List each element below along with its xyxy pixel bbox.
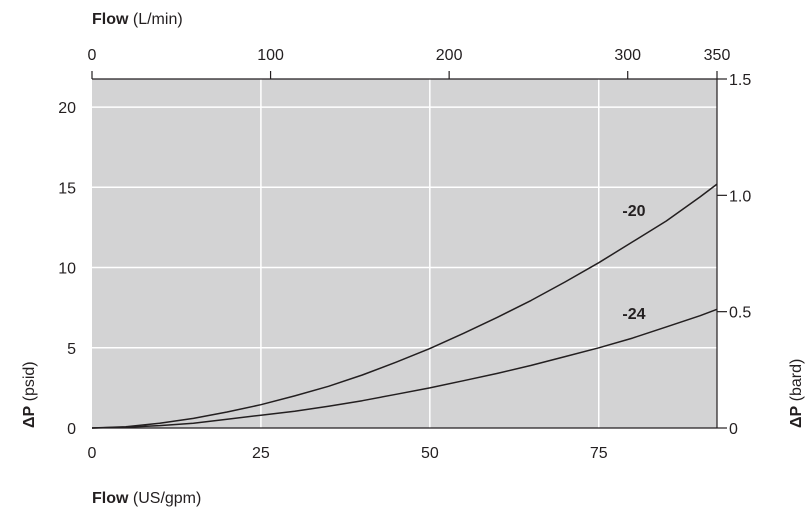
bottom-axis-title: Flow (US/gpm) xyxy=(92,490,201,507)
top-tick-label-1: 100 xyxy=(257,47,284,64)
left-tick-label-3: 15 xyxy=(58,180,76,197)
bottom-axis-title-bold: Flow xyxy=(92,490,129,507)
series-label-1: -24 xyxy=(622,306,645,323)
left-tick-label-1: 5 xyxy=(67,341,76,358)
series-label-0: -20 xyxy=(622,203,645,220)
top-tick-label-3: 300 xyxy=(614,47,641,64)
right-axis-title: ΔP (bard) xyxy=(788,359,805,428)
bottom-tick-label-3: 75 xyxy=(590,445,608,462)
right-tick-label-2: 1.0 xyxy=(729,188,751,205)
bottom-tick-label-1: 25 xyxy=(252,445,270,462)
bottom-tick-label-0: 0 xyxy=(88,445,97,462)
right-tick-label-1: 0.5 xyxy=(729,305,751,322)
top-axis-title-bold: Flow xyxy=(92,11,129,28)
left-tick-label-4: 20 xyxy=(58,100,76,117)
top-axis-title: Flow (L/min) xyxy=(92,11,183,28)
top-tick-label-2: 200 xyxy=(436,47,463,64)
top-tick-label-0: 0 xyxy=(88,47,97,64)
plot-area-background xyxy=(92,79,717,428)
left-axis-title-bold: ΔP xyxy=(21,406,38,429)
series-lines xyxy=(91,183,718,429)
series-labels: -20 -24 xyxy=(622,203,645,323)
right-axis-title-bold: ΔP xyxy=(788,406,805,429)
top-axis-title-unit: (L/min) xyxy=(128,11,182,28)
series-line-1 xyxy=(91,308,718,429)
series-line-0 xyxy=(91,183,718,429)
right-tick-label-3: 1.5 xyxy=(729,72,751,89)
right-tick-label-0: 0 xyxy=(729,421,738,438)
bottom-axis-title-unit: (US/gpm) xyxy=(128,490,201,507)
grid-lines xyxy=(92,79,717,428)
right-axis-title-unit: (bard) xyxy=(788,359,805,406)
left-axis-title-unit: (psid) xyxy=(21,361,38,405)
left-tick-label-0: 0 xyxy=(67,421,76,438)
left-tick-label-2: 10 xyxy=(58,261,76,278)
top-tick-label-4: 350 xyxy=(704,47,731,64)
bottom-tick-label-2: 50 xyxy=(421,445,439,462)
left-axis-title: ΔP (psid) xyxy=(21,361,38,428)
